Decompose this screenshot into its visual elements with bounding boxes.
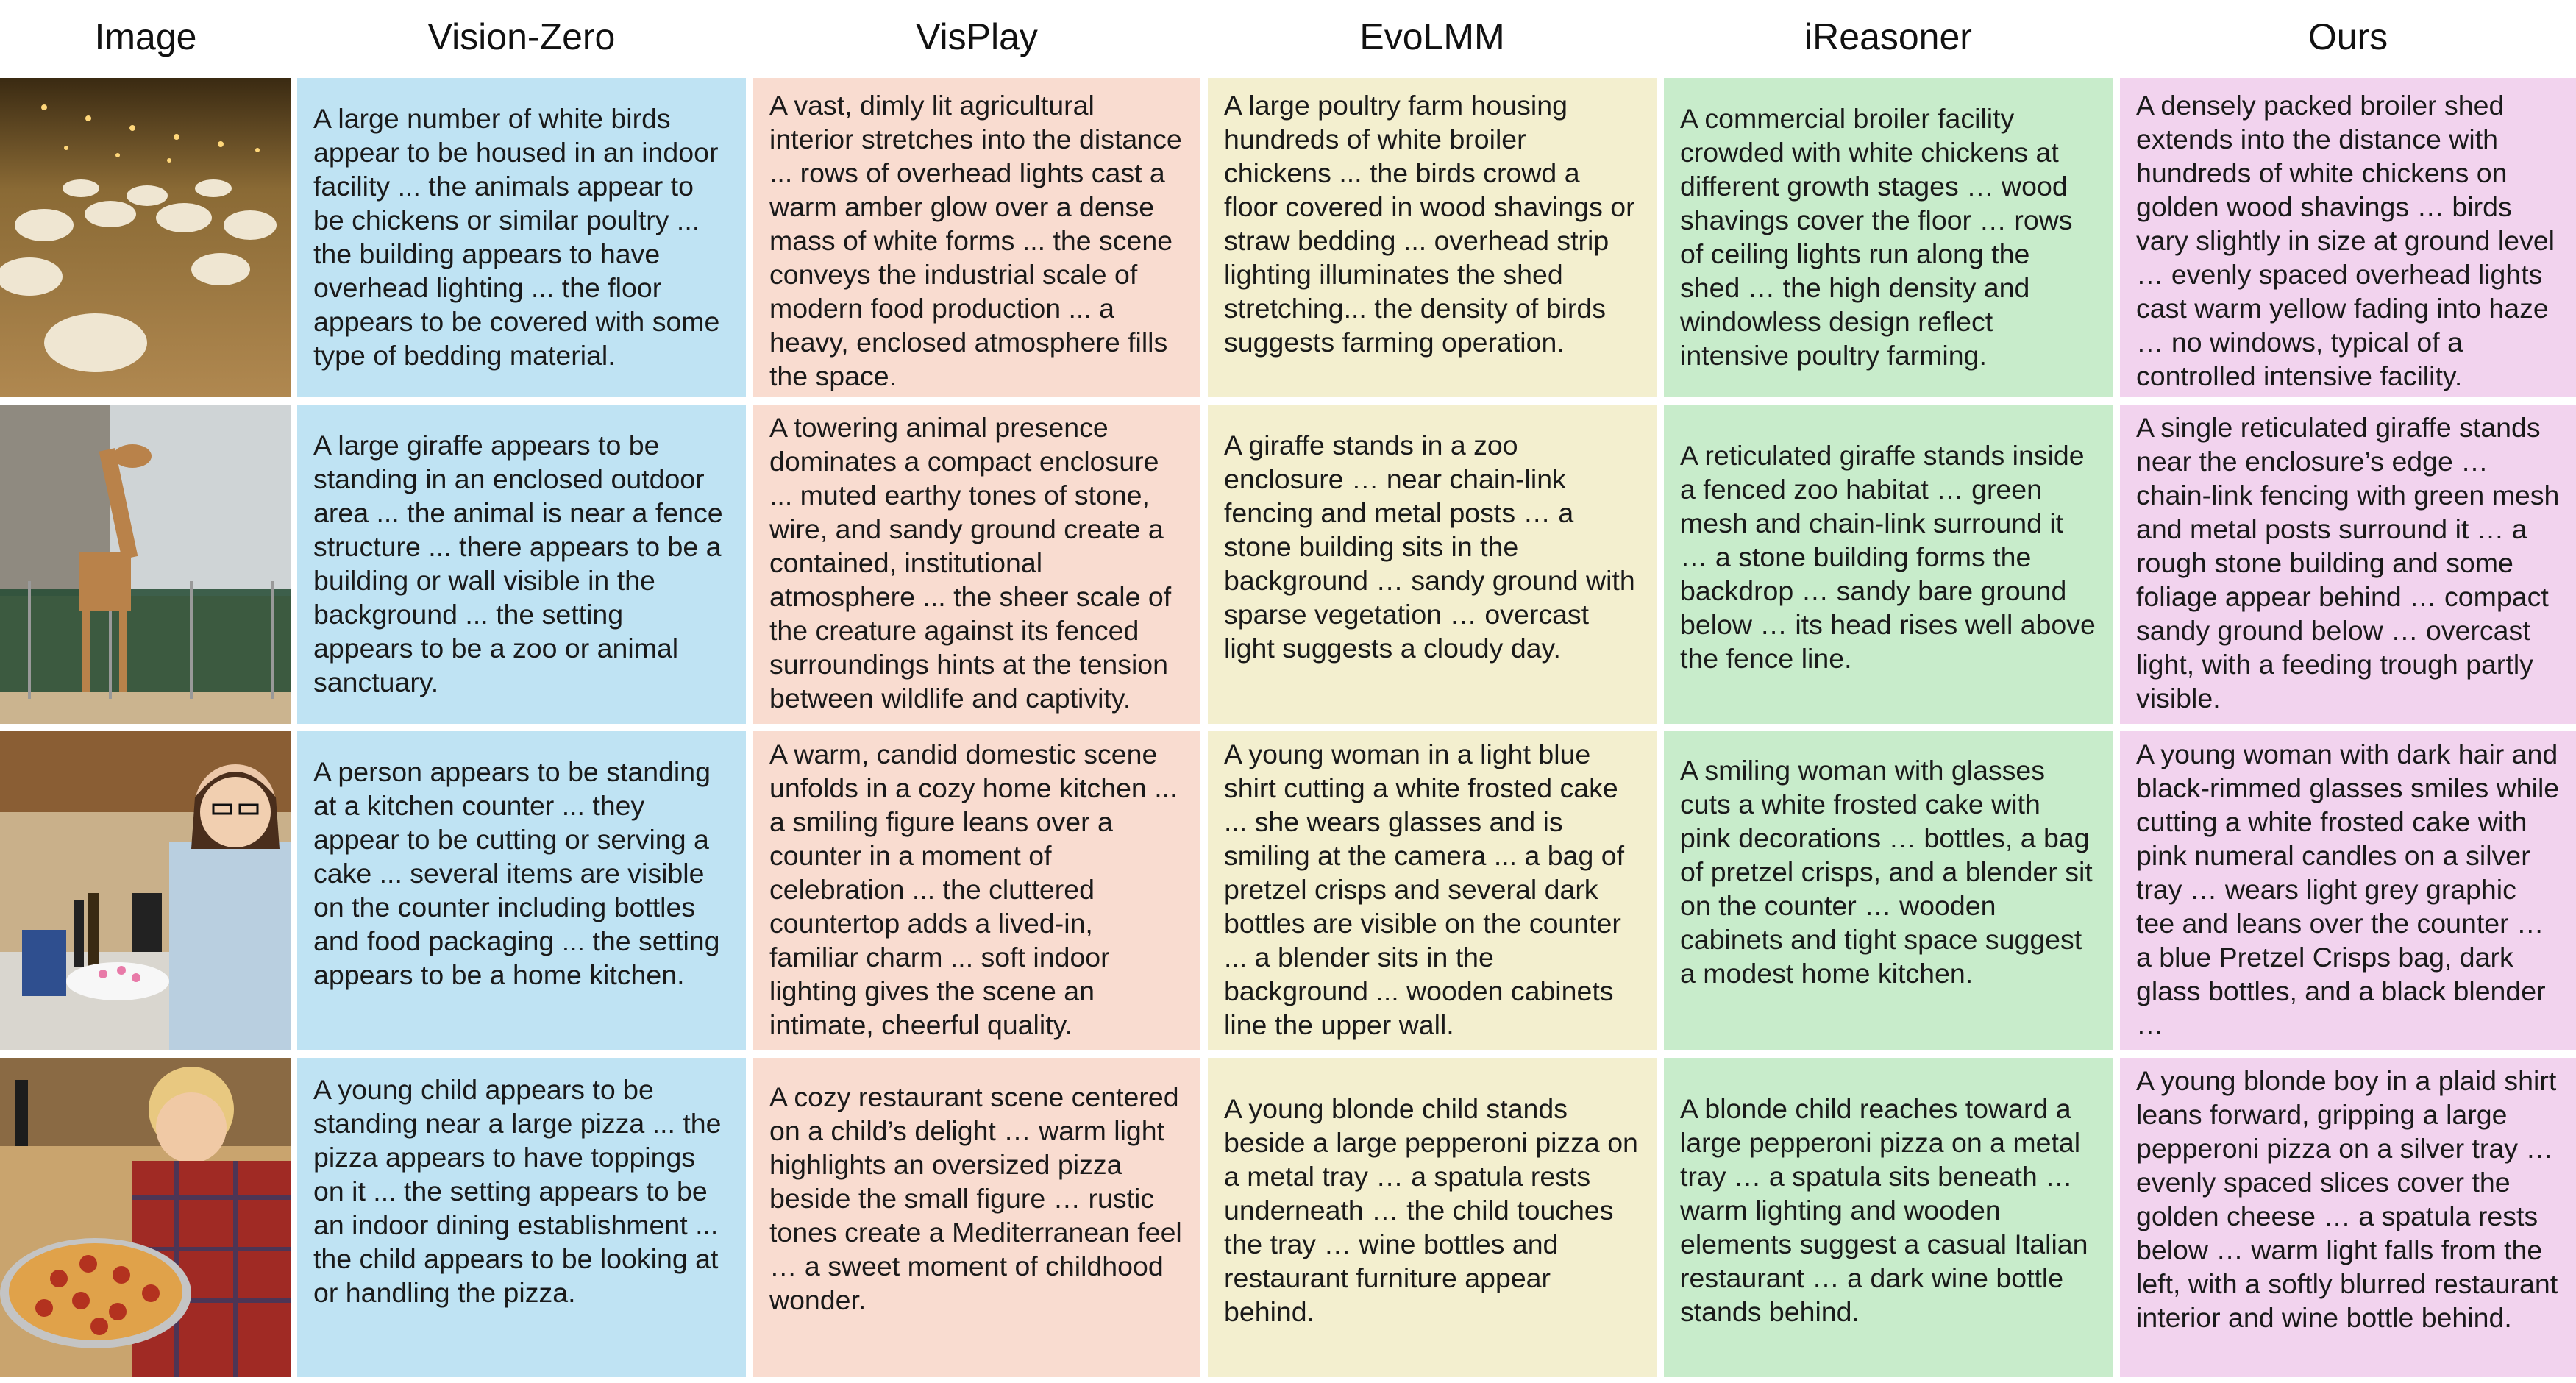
cell-visplay-row3: A warm, candid domestic scene unfolds in… (753, 731, 1200, 1050)
cell-visplay-row4: A cozy restaurant scene centered on a ch… (753, 1058, 1200, 1377)
cell-ireasoner-row3: A smiling woman with glasses cuts a whit… (1664, 731, 2113, 1050)
caption-text: A young blonde boy in a plaid shirt lean… (2136, 1065, 2558, 1333)
giraffe-zoo-image (0, 405, 291, 724)
caption-text: A densely packed broiler shed extends in… (2136, 90, 2555, 391)
cell-vision-zero-row4: A young child appears to be standing nea… (297, 1058, 746, 1377)
poultry-farm-image (0, 78, 291, 397)
cell-visplay-row2: A towering animal presence dominates a c… (753, 405, 1200, 724)
caption-text: A cozy restaurant scene centered on a ch… (769, 1081, 1182, 1315)
cell-vision-zero-row2: A large giraffe appears to be standing i… (297, 405, 746, 724)
cell-ireasoner-row1: A commercial broiler facility crowded wi… (1664, 78, 2113, 397)
header-ireasoner: iReasoner (1804, 16, 1972, 57)
header-ours: Ours (2308, 16, 2388, 57)
cell-ours-row3: A young woman with dark hair and black-r… (2120, 731, 2576, 1050)
caption-text: A single reticulated giraffe stands near… (2136, 412, 2560, 714)
caption-text: A reticulated giraffe stands inside a fe… (1680, 440, 2096, 674)
header-image: Image (94, 16, 197, 57)
caption-text: A young woman in a light blue shirt cutt… (1224, 739, 1625, 1040)
caption-text: A commercial broiler facility crowded wi… (1680, 103, 2073, 371)
caption-text: A warm, candid domestic scene unfolds in… (769, 739, 1178, 1040)
cell-vision-zero-row3: A person appears to be standing at a kit… (297, 731, 746, 1050)
caption-text: A large giraffe appears to be standing i… (313, 430, 723, 697)
caption-text: A young child appears to be standing nea… (313, 1074, 722, 1308)
caption-text: A blonde child reaches toward a large pe… (1680, 1093, 2088, 1327)
cell-evolmm-row2: A giraffe stands in a zoo enclosure … ne… (1208, 405, 1657, 724)
cell-ireasoner-row4: A blonde child reaches toward a large pe… (1664, 1058, 2113, 1377)
cell-vision-zero-row1: A large number of white birds appear to … (297, 78, 746, 397)
cell-ours-row4: A young blonde boy in a plaid shirt lean… (2120, 1058, 2576, 1377)
caption-text: A person appears to be standing at a kit… (313, 756, 720, 990)
cell-evolmm-row3: A young woman in a light blue shirt cutt… (1208, 731, 1657, 1050)
cell-ours-row1: A densely packed broiler shed extends in… (2120, 78, 2576, 397)
header-evolmm: EvoLMM (1359, 16, 1505, 57)
header-visplay: VisPlay (916, 16, 1038, 57)
caption-text: A large poultry farm housing hundreds of… (1224, 90, 1635, 358)
cell-ireasoner-row2: A reticulated giraffe stands inside a fe… (1664, 405, 2113, 724)
woman-cake-kitchen-image (0, 731, 291, 1050)
header-vision-zero: Vision-Zero (427, 16, 616, 57)
caption-text: A towering animal presence dominates a c… (769, 412, 1172, 714)
child-pizza-image (0, 1058, 291, 1377)
caption-text: A smiling woman with glasses cuts a whit… (1680, 755, 2093, 989)
cell-visplay-row1: A vast, dimly lit agricultural interior … (753, 78, 1200, 397)
cell-ours-row2: A single reticulated giraffe stands near… (2120, 405, 2576, 724)
caption-text: A large number of white birds appear to … (313, 103, 720, 371)
caption-text: A young blonde child stands beside a lar… (1224, 1093, 1638, 1327)
caption-text: A giraffe stands in a zoo enclosure … ne… (1224, 430, 1635, 664)
cell-evolmm-row4: A young blonde child stands beside a lar… (1208, 1058, 1657, 1377)
caption-text: A vast, dimly lit agricultural interior … (769, 90, 1182, 391)
caption-text: A young woman with dark hair and black-r… (2136, 739, 2560, 1040)
cell-evolmm-row1: A large poultry farm housing hundreds of… (1208, 78, 1657, 397)
